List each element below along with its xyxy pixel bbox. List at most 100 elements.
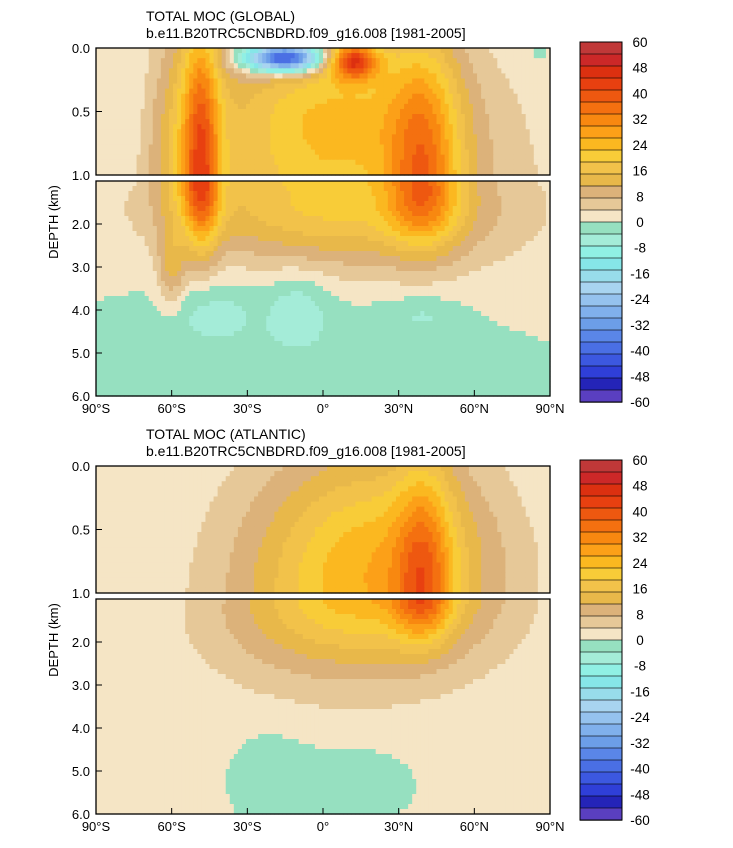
field-cell <box>387 211 393 217</box>
field-cell <box>331 139 336 146</box>
field-cell <box>513 48 519 54</box>
field-cell <box>489 93 494 100</box>
field-cell <box>481 58 486 64</box>
field-cell <box>335 108 340 115</box>
field-cell <box>201 98 207 105</box>
field-cell <box>408 144 413 151</box>
field-cell <box>213 98 219 105</box>
field-cell <box>347 261 352 267</box>
field-cell <box>327 186 332 192</box>
field-cell <box>181 124 186 130</box>
field-cell <box>173 108 178 115</box>
field-cell <box>241 169 247 176</box>
field-cell <box>440 191 446 197</box>
field-cell <box>521 108 527 115</box>
field-cell <box>181 154 186 161</box>
field-cell <box>404 134 409 141</box>
field-cell <box>225 271 231 277</box>
field-cell <box>355 88 361 95</box>
field-cell <box>193 211 198 217</box>
field-cell <box>533 226 539 232</box>
field-cell <box>221 63 227 69</box>
field-cell <box>533 261 539 267</box>
field-cell <box>221 164 227 171</box>
field-cell <box>436 58 442 64</box>
field-cell <box>517 58 523 64</box>
field-cell <box>444 149 450 156</box>
field-cell <box>432 78 438 85</box>
field-cell <box>355 129 361 135</box>
field-cell <box>213 58 219 64</box>
field-cell <box>168 108 174 115</box>
field-cell <box>302 73 308 80</box>
field-cell <box>318 93 324 100</box>
field-cell <box>525 164 531 171</box>
field-cell <box>100 271 105 277</box>
field-cell <box>456 169 462 176</box>
field-cell <box>164 53 170 59</box>
field-cell <box>185 124 190 130</box>
field-cell <box>173 226 178 232</box>
field-cell <box>379 226 385 232</box>
field-cell <box>250 271 255 277</box>
field-cell <box>152 114 158 120</box>
field-cell <box>452 206 458 212</box>
field-cell <box>266 256 271 262</box>
field-cell <box>100 211 105 217</box>
field-cell <box>318 129 324 135</box>
field-cell <box>529 93 535 100</box>
field-cell <box>428 221 434 227</box>
field-cell <box>448 73 454 80</box>
field-cell <box>404 211 409 217</box>
field-cell <box>537 129 543 135</box>
field-cell <box>278 78 284 85</box>
field-cell <box>400 251 405 257</box>
field-cell <box>318 139 324 146</box>
field-cell <box>412 68 417 74</box>
field-cell <box>517 103 523 110</box>
field-cell <box>116 201 121 207</box>
field-cell <box>533 221 539 227</box>
field-cell <box>201 78 207 85</box>
field-cell <box>452 53 458 59</box>
field-cell <box>545 201 551 207</box>
field-cell <box>189 221 194 227</box>
field-cell <box>254 251 259 257</box>
field-cell <box>100 226 105 232</box>
field-cell <box>448 149 454 156</box>
field-cell <box>168 196 174 202</box>
field-cell <box>112 169 117 176</box>
field-cell <box>278 83 284 90</box>
field-cell <box>201 159 207 166</box>
field-cell <box>237 256 243 262</box>
field-cell <box>286 191 292 197</box>
field-cell <box>432 124 438 130</box>
field-cell <box>302 256 308 262</box>
field-cell <box>497 73 502 80</box>
field-cell <box>136 68 142 74</box>
field-cell <box>509 261 515 267</box>
field-cell <box>225 186 231 192</box>
field-cell <box>213 186 219 192</box>
field-cell <box>355 231 361 237</box>
field-cell <box>164 266 170 272</box>
field-cell <box>509 256 515 262</box>
field-cell <box>124 149 130 156</box>
field-cell <box>298 186 304 192</box>
field-cell <box>152 119 158 125</box>
field-cell <box>274 88 280 95</box>
field-cell <box>221 149 227 156</box>
field-cell <box>485 241 490 247</box>
field-cell <box>185 144 190 151</box>
field-cell <box>529 63 535 69</box>
field-cell <box>436 78 442 85</box>
field-cell <box>440 63 446 69</box>
field-cell <box>282 134 288 141</box>
field-cell <box>359 206 365 212</box>
field-cell <box>209 73 215 80</box>
field-cell <box>331 159 336 166</box>
field-cell <box>400 73 405 80</box>
field-cell <box>335 48 340 54</box>
field-cell <box>424 231 429 237</box>
field-cell <box>128 246 134 252</box>
